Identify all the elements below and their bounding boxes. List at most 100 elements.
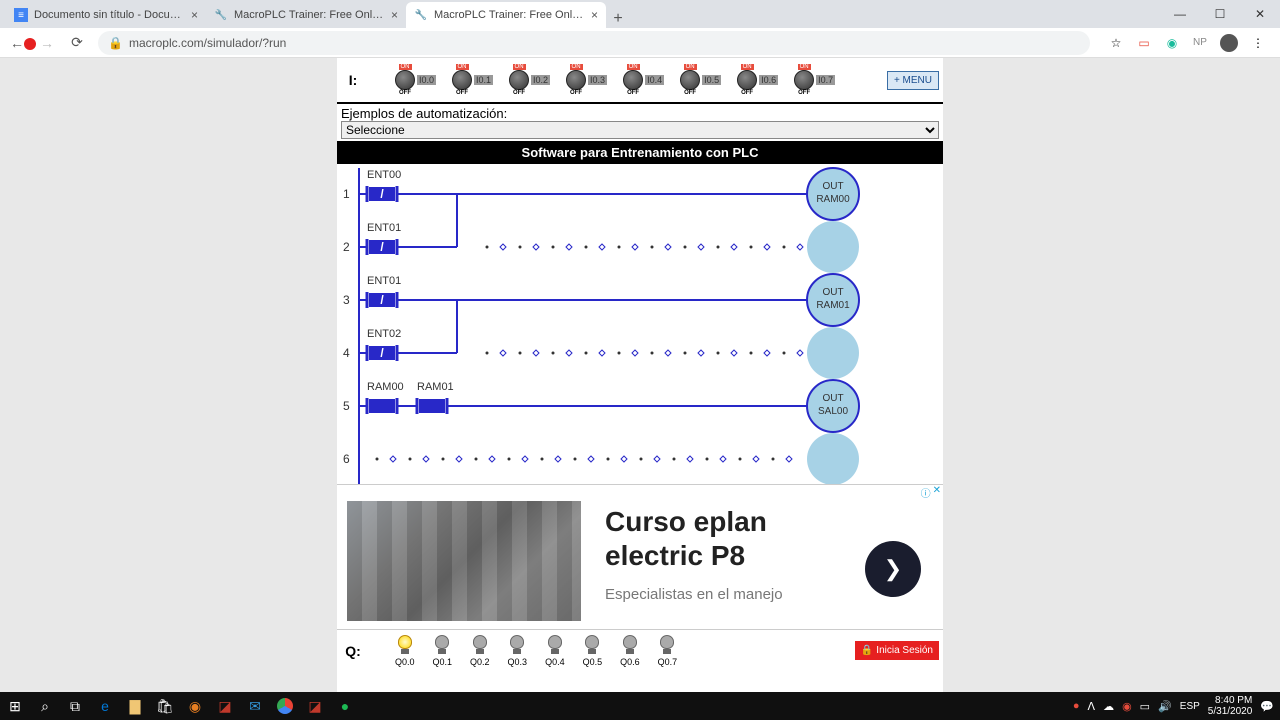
star-icon[interactable]: ☆ <box>1108 35 1124 51</box>
system-tray: ● ᐱ ☁ ◉ ▭ 🔊 ESP 8:40 PM 5/31/2020 💬 <box>1073 695 1280 717</box>
battery-icon[interactable]: ▭ <box>1140 700 1150 713</box>
output-bulb[interactable]: Q0.0 <box>395 635 415 667</box>
ext-icon[interactable]: ▭ <box>1136 35 1152 51</box>
tab-title: Documento sin título - Documen <box>34 9 185 21</box>
spotify-icon[interactable]: ● <box>330 692 360 720</box>
chrome-icon[interactable] <box>270 692 300 720</box>
url-input[interactable]: 🔒 macroplc.com/simulador/?run <box>98 31 1090 55</box>
clock[interactable]: 8:40 PM 5/31/2020 <box>1208 695 1253 717</box>
avatar-icon[interactable] <box>1220 34 1238 52</box>
mcafee-icon[interactable]: ◪ <box>210 692 240 720</box>
start-button[interactable]: ⊞ <box>0 692 30 720</box>
outputs-label: Q: <box>341 643 365 659</box>
input-switch[interactable]: ONOFFI0.1 <box>452 64 493 96</box>
examples-select[interactable]: Seleccione <box>341 121 939 139</box>
ext-icon[interactable]: ◉ <box>1164 35 1180 51</box>
svg-text:4: 4 <box>343 346 350 360</box>
ad-sub: Especialistas en el manejo <box>605 586 783 603</box>
tab-strip: ≡ Documento sin título - Documen × 🔧 Mac… <box>0 0 1280 28</box>
browser-chrome: ≡ Documento sin título - Documen × 🔧 Mac… <box>0 0 1280 58</box>
ad-text: Curso eplan electric P8 Especialistas en… <box>581 485 783 629</box>
tab-macro1[interactable]: 🔧 MacroPLC Trainer: Free Online PL × <box>206 2 406 28</box>
svg-text:RAM01: RAM01 <box>816 300 850 311</box>
tray-icon[interactable]: ☁ <box>1103 700 1114 713</box>
inputs-label: I: <box>341 72 365 88</box>
svg-text:ENT01: ENT01 <box>367 222 401 234</box>
explorer-icon[interactable]: ▇ <box>120 692 150 720</box>
tab-title: MacroPLC Trainer: Free Online PL <box>234 9 385 21</box>
close-icon[interactable]: × <box>591 8 598 22</box>
lock-icon: 🔒 <box>108 36 123 50</box>
address-bar: ← → ⟳ 🔒 macroplc.com/simulador/?run ☆ ▭ … <box>0 28 1280 58</box>
lock-icon: 🔒 <box>861 645 873 656</box>
reload-button[interactable]: ⟳ <box>68 34 86 51</box>
profile-badge[interactable]: NP <box>1192 35 1208 51</box>
app-icon[interactable]: ◪ <box>300 692 330 720</box>
edge-icon[interactable]: e <box>90 692 120 720</box>
notifications-icon[interactable]: 💬 <box>1260 700 1274 713</box>
search-button[interactable]: ⌕ <box>30 692 60 720</box>
store-icon[interactable]: 🛍 <box>150 692 180 720</box>
menu-icon[interactable]: ⋮ <box>1250 35 1266 51</box>
output-bulb[interactable]: Q0.1 <box>433 635 453 667</box>
inputs-row: I: ONOFFI0.0 ONOFFI0.1 ONOFFI0.2 ONOFFI0.3 O… <box>337 58 943 104</box>
tab-doc[interactable]: ≡ Documento sin título - Documen × <box>6 2 206 28</box>
svg-text:OUT: OUT <box>822 181 843 192</box>
input-switch[interactable]: ONOFFI0.7 <box>794 64 835 96</box>
new-tab-button[interactable]: + <box>606 10 630 28</box>
close-icon[interactable]: × <box>191 8 198 22</box>
output-bulb[interactable]: Q0.3 <box>508 635 528 667</box>
input-switch[interactable]: ONOFFI0.0 <box>395 64 436 96</box>
ad-next-button[interactable]: ❯ <box>865 541 921 597</box>
input-switch[interactable]: ONOFFI0.2 <box>509 64 550 96</box>
mail-icon[interactable]: ✉ <box>240 692 270 720</box>
output-bulb[interactable]: Q0.2 <box>470 635 490 667</box>
input-switch[interactable]: ONOFFI0.4 <box>623 64 664 96</box>
login-button[interactable]: 🔒 Inicia Sesión <box>855 641 939 660</box>
tray-icon[interactable]: ◉ <box>1122 700 1132 713</box>
close-icon[interactable]: × <box>391 8 398 22</box>
close-button[interactable]: ✕ <box>1240 0 1280 28</box>
svg-text:6: 6 <box>343 452 350 466</box>
plc-app: I: ONOFFI0.0 ONOFFI0.1 ONOFFI0.2 ONOFFI0.3 O… <box>337 58 943 692</box>
window-controls: — ☐ ✕ <box>1160 0 1280 28</box>
examples-label: Ejemplos de automatización: <box>341 106 939 121</box>
doc-favicon: ≡ <box>14 8 28 22</box>
output-bulb[interactable]: Q0.4 <box>545 635 565 667</box>
maximize-button[interactable]: ☐ <box>1200 0 1240 28</box>
input-switch[interactable]: ONOFFI0.6 <box>737 64 778 96</box>
forward-button[interactable]: → <box>38 35 56 51</box>
input-switch[interactable]: ONOFFI0.5 <box>680 64 721 96</box>
lang-indicator[interactable]: ESP <box>1180 701 1200 712</box>
taskview-button[interactable]: ⧉ <box>60 692 90 720</box>
plc-favicon: 🔧 <box>414 8 428 22</box>
svg-text:3: 3 <box>343 293 350 307</box>
volume-icon[interactable]: 🔊 <box>1158 700 1172 713</box>
svg-text:ENT02: ENT02 <box>367 328 401 340</box>
ad-banner[interactable]: ⓘ✕ Curso eplan electric P8 Especialistas… <box>337 484 943 629</box>
svg-text:5: 5 <box>343 399 350 413</box>
ad-title2: electric P8 <box>605 539 783 573</box>
chevron-up-icon[interactable]: ᐱ <box>1088 700 1096 713</box>
tray-icon[interactable]: ● <box>1073 700 1080 712</box>
title-bar: Software para Entrenamiento con PLC <box>337 141 943 164</box>
plc-favicon: 🔧 <box>214 8 228 22</box>
ad-info[interactable]: ⓘ✕ <box>921 485 941 500</box>
output-bulb[interactable]: Q0.6 <box>620 635 640 667</box>
svg-text:2: 2 <box>343 240 350 254</box>
svg-text:RAM01: RAM01 <box>417 381 454 393</box>
svg-text:RAM00: RAM00 <box>367 381 404 393</box>
extensions: ☆ ▭ ◉ NP ⋮ <box>1102 34 1272 52</box>
input-switch[interactable]: ONOFFI0.3 <box>566 64 607 96</box>
ladder-diagram[interactable]: 1ENT00/OUTRAM002ENT01/3ENT01/OUTRAM014EN… <box>337 164 943 484</box>
minimize-button[interactable]: — <box>1160 0 1200 28</box>
output-bulb[interactable]: Q0.7 <box>658 635 678 667</box>
bulbs: Q0.0 Q0.1 Q0.2 Q0.3 Q0.4 Q0.5 Q0.6 Q0.7 <box>365 635 855 667</box>
app-icon[interactable]: ◉ <box>180 692 210 720</box>
outputs-row: Q: Q0.0 Q0.1 Q0.2 Q0.3 Q0.4 Q0.5 Q0.6 Q0.7 🔒 In… <box>337 629 943 671</box>
menu-button[interactable]: + MENU <box>887 71 939 90</box>
tab-macro2[interactable]: 🔧 MacroPLC Trainer: Free Online PL × <box>406 2 606 28</box>
svg-text:OUT: OUT <box>822 393 843 404</box>
rec-indicator <box>24 38 36 50</box>
output-bulb[interactable]: Q0.5 <box>583 635 603 667</box>
